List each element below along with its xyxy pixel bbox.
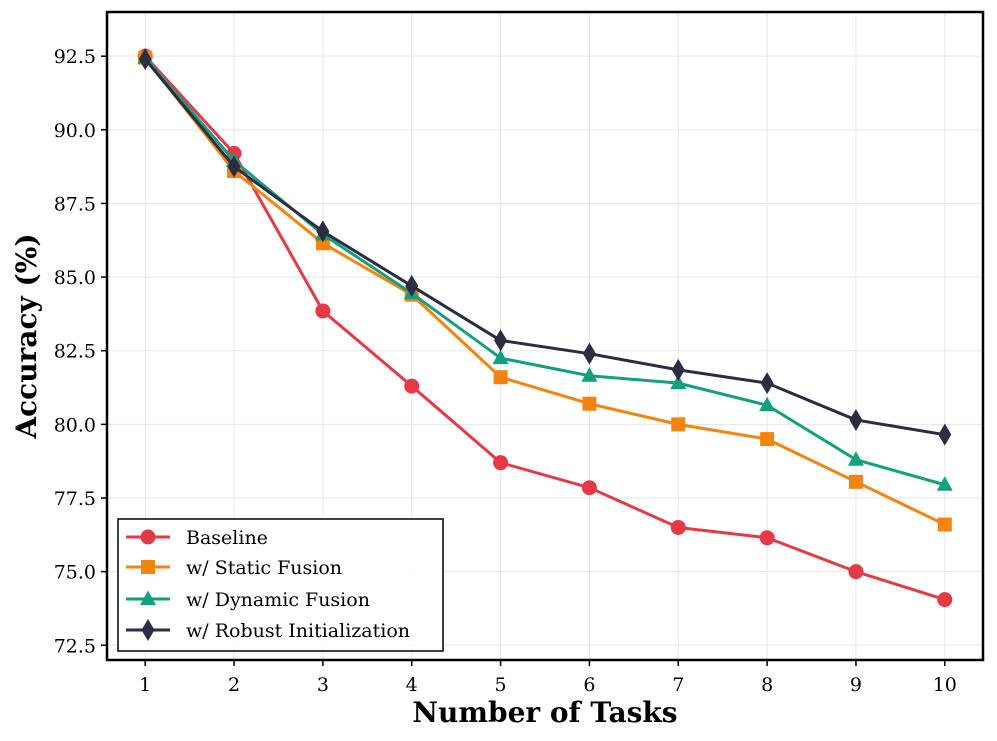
data-point-w-dynamic-fusion bbox=[581, 367, 598, 382]
x-tick-label: 3 bbox=[317, 674, 329, 696]
legend-marker-w-dynamic-fusion bbox=[140, 590, 156, 605]
legend-label-robust-initialization: w/ Robust Initialization bbox=[186, 620, 410, 642]
y-tick-label: 72.5 bbox=[54, 635, 96, 657]
legend-swatch-w-static-fusion bbox=[126, 560, 170, 574]
legend-swatch-w-robust-initialization bbox=[126, 619, 170, 641]
legend-label-baseline: Baseline bbox=[186, 527, 268, 549]
y-tick-label: 75.0 bbox=[54, 562, 96, 584]
data-point-w-robust-initialization bbox=[494, 329, 508, 352]
series-w-static-fusion bbox=[138, 50, 952, 532]
data-point-w-robust-initialization bbox=[138, 48, 152, 71]
data-point-w-static-fusion bbox=[760, 432, 775, 447]
legend-entry-dynamic-fusion: w/ Dynamic Fusion bbox=[126, 589, 370, 611]
series-w-robust-initialization bbox=[138, 48, 952, 446]
data-point-w-static-fusion bbox=[848, 474, 863, 489]
legend-entry-robust-initialization: w/ Robust Initialization bbox=[126, 619, 410, 642]
legend-marker-baseline bbox=[140, 529, 156, 545]
data-point-w-robust-initialization bbox=[316, 220, 330, 243]
y-tick-label: 80.0 bbox=[54, 414, 96, 436]
x-tick-label: 1 bbox=[139, 674, 151, 696]
y-axis-title: Accuracy (%) bbox=[10, 233, 43, 439]
data-point-w-dynamic-fusion bbox=[492, 349, 509, 365]
series-layer bbox=[137, 48, 953, 608]
data-point-baseline bbox=[670, 519, 686, 535]
data-point-baseline bbox=[937, 592, 953, 608]
x-tick-label: 10 bbox=[933, 674, 957, 696]
series-line-w-static-fusion bbox=[144, 56, 946, 526]
data-point-baseline bbox=[315, 303, 331, 319]
data-point-w-dynamic-fusion bbox=[759, 396, 776, 412]
data-point-w-robust-initialization bbox=[849, 408, 863, 431]
data-point-w-robust-initialization bbox=[405, 274, 419, 297]
x-tick-label: 7 bbox=[672, 674, 684, 696]
legend-marker-w-robust-initialization bbox=[141, 619, 155, 641]
plot-frame bbox=[105, 10, 985, 662]
data-point-w-robust-initialization bbox=[671, 358, 685, 381]
data-point-w-dynamic-fusion bbox=[847, 451, 864, 466]
legend-entry-baseline: Baseline bbox=[126, 527, 268, 549]
legend-label-static-fusion: w/ Static Fusion bbox=[186, 557, 342, 579]
y-tick-label: 92.5 bbox=[54, 46, 96, 68]
data-point-baseline bbox=[848, 564, 864, 580]
x-tick-label: 8 bbox=[761, 674, 773, 696]
legend: Baseline w/ Static Fusion w/ Dynamic Fus… bbox=[117, 518, 444, 652]
data-point-w-robust-initialization bbox=[582, 342, 596, 365]
data-point-baseline bbox=[404, 378, 420, 394]
data-point-w-static-fusion bbox=[671, 417, 686, 432]
data-point-baseline bbox=[759, 530, 775, 546]
data-point-w-static-fusion bbox=[582, 396, 597, 411]
legend-swatch-w-dynamic-fusion bbox=[126, 590, 170, 605]
x-tick-label: 5 bbox=[495, 674, 507, 696]
data-point-baseline bbox=[493, 455, 509, 471]
data-point-w-static-fusion bbox=[937, 517, 952, 532]
x-tick-label: 4 bbox=[406, 674, 418, 696]
series-line-w-robust-initialization bbox=[144, 58, 946, 437]
data-point-w-static-fusion bbox=[493, 370, 508, 385]
axes: 1 2 3 4 5 6 7 8 9 10 72.5 75.0 77.5 80.0 82.5 85.0 87.5 9… bbox=[54, 46, 957, 696]
data-point-w-dynamic-fusion bbox=[936, 476, 953, 491]
data-point-w-robust-initialization bbox=[938, 423, 952, 446]
y-tick-label: 82.5 bbox=[54, 341, 96, 363]
series-line-w-dynamic-fusion bbox=[144, 56, 946, 487]
legend-box bbox=[117, 518, 444, 652]
legend-swatch-baseline bbox=[126, 529, 170, 545]
data-point-w-robust-initialization bbox=[760, 372, 774, 395]
x-tick-label: 9 bbox=[850, 674, 862, 696]
legend-marker-w-static-fusion bbox=[141, 560, 155, 574]
x-tick-label: 6 bbox=[583, 674, 595, 696]
legend-label-dynamic-fusion: w/ Dynamic Fusion bbox=[186, 589, 370, 611]
data-point-baseline bbox=[581, 480, 597, 496]
y-tick-label: 85.0 bbox=[54, 267, 96, 289]
data-point-w-dynamic-fusion bbox=[670, 374, 687, 390]
y-tick-label: 77.5 bbox=[54, 488, 96, 510]
data-point-w-robust-initialization bbox=[227, 155, 241, 178]
legend-entry-static-fusion: w/ Static Fusion bbox=[126, 557, 342, 579]
x-tick-label: 2 bbox=[228, 674, 240, 696]
y-tick-label: 87.5 bbox=[54, 193, 96, 215]
y-tick-label: 90.0 bbox=[54, 120, 96, 142]
x-axis-title: Number of Tasks bbox=[412, 696, 677, 729]
series-line-baseline bbox=[144, 55, 946, 602]
